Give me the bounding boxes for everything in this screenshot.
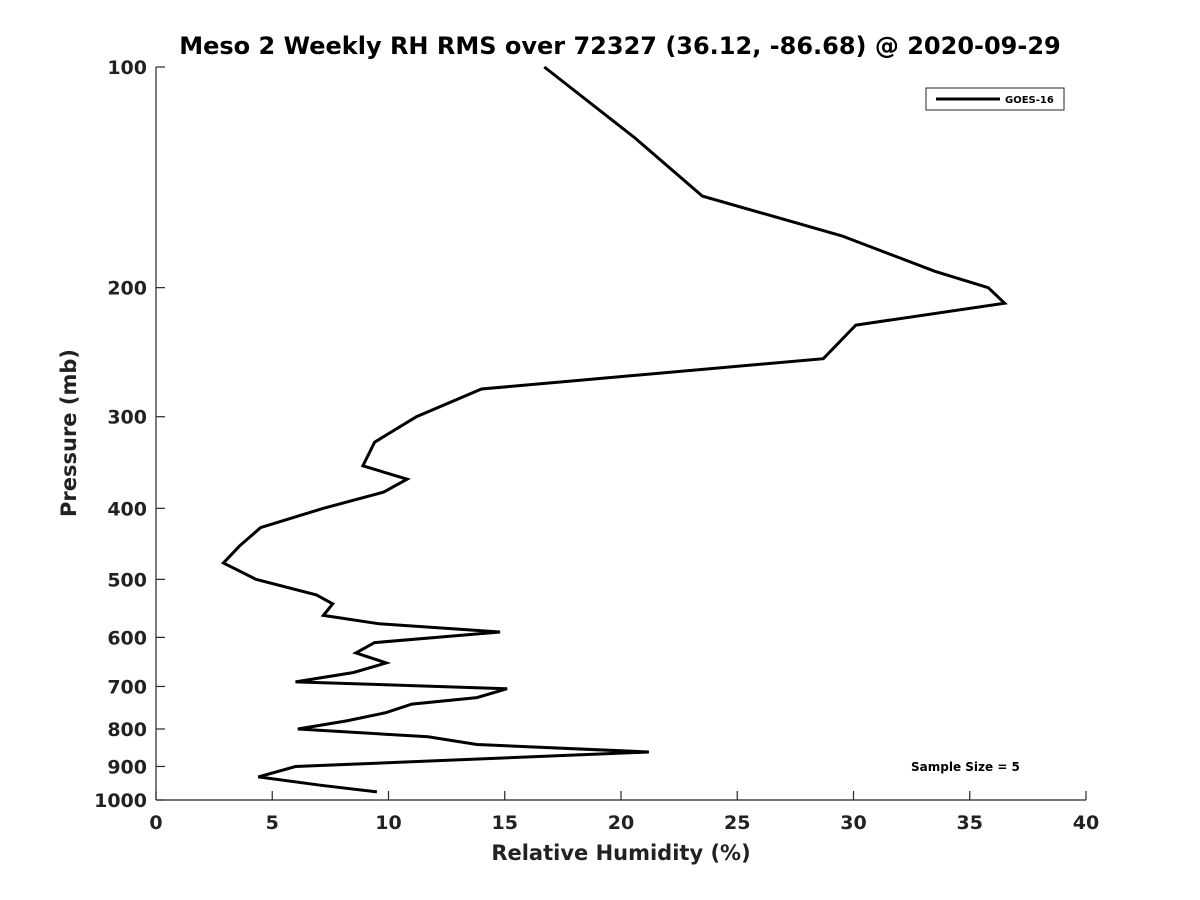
x-tick-label-30: 30 xyxy=(840,812,866,834)
y-tick-label-500: 500 xyxy=(107,569,147,591)
y-tick-label-1000: 1000 xyxy=(94,790,147,812)
chart-title: Meso 2 Weekly RH RMS over 72327 (36.12, … xyxy=(179,32,1061,60)
y-tick-label-400: 400 xyxy=(107,498,147,520)
y-tick-label-800: 800 xyxy=(107,719,147,741)
x-tick-label-0: 0 xyxy=(149,812,162,834)
legend-label-goes-16: GOES-16 xyxy=(1005,95,1054,106)
plot-area xyxy=(220,65,1008,794)
x-tick-label-10: 10 xyxy=(375,812,401,834)
y-ticks: 100 200 300 400 500 600 700 800 900 1000 xyxy=(94,57,165,812)
x-axis-label: Relative Humidity (%) xyxy=(491,841,750,865)
x-tick-label-20: 20 xyxy=(608,812,634,834)
x-tick-label-40: 40 xyxy=(1073,812,1099,834)
series-line-goes-16 xyxy=(220,65,1008,794)
x-ticks: 0 5 10 15 20 25 30 35 40 xyxy=(149,791,1099,834)
y-axis-label: Pressure (mb) xyxy=(57,349,81,517)
y-tick-label-300: 300 xyxy=(107,407,147,429)
x-tick-label-5: 5 xyxy=(266,812,279,834)
sample-size-annotation: Sample Size = 5 xyxy=(911,760,1020,774)
legend: GOES-16 xyxy=(925,87,1065,111)
y-tick-label-100: 100 xyxy=(107,57,147,79)
y-tick-label-900: 900 xyxy=(107,756,147,778)
y-tick-label-700: 700 xyxy=(107,676,147,698)
x-tick-label-35: 35 xyxy=(957,812,983,834)
y-tick-label-200: 200 xyxy=(107,278,147,300)
x-tick-label-25: 25 xyxy=(724,812,750,834)
x-tick-label-15: 15 xyxy=(492,812,518,834)
y-tick-label-600: 600 xyxy=(107,627,147,649)
